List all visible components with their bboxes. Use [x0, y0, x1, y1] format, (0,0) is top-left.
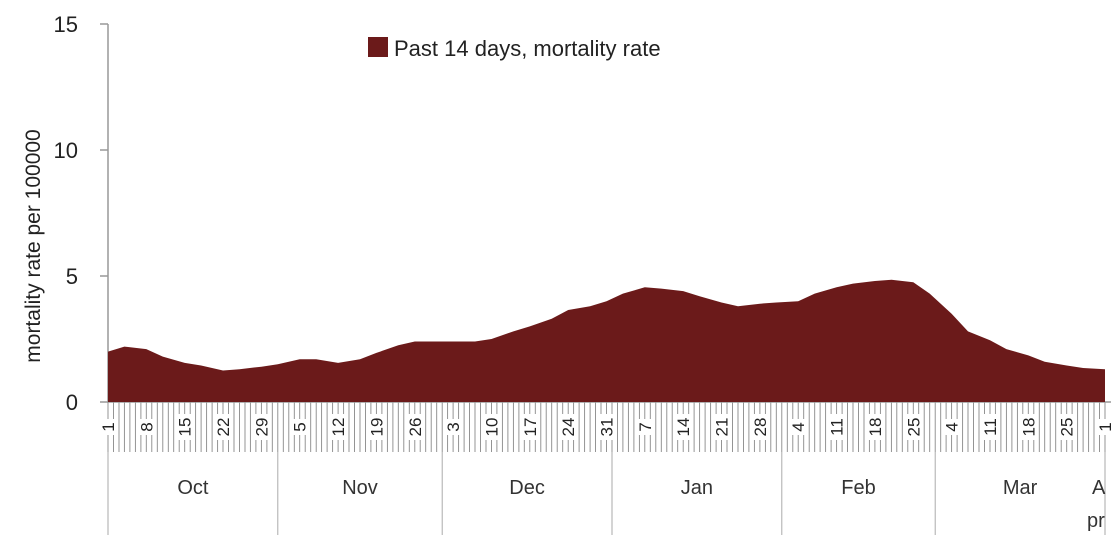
- x-day-label: 15: [176, 418, 195, 437]
- series-layer: [107, 279, 1106, 402]
- x-day-label: 26: [406, 418, 425, 437]
- day-label-bg: [596, 414, 617, 440]
- x-day-label: 29: [252, 418, 271, 437]
- x-axis: 1 8 15 22 29 5 12 19 26 3 10 17 24 31 7 14 21 28 4 11 18 25 4 1…: [98, 401, 1112, 535]
- day-label-bg: [174, 414, 195, 440]
- day-label-bg: [213, 414, 233, 440]
- month-label: Feb: [841, 477, 875, 499]
- day-label-bg: [711, 414, 732, 440]
- x-day-label: 22: [214, 418, 233, 437]
- x-day-label: 18: [866, 418, 885, 437]
- x-day-label: 11: [828, 418, 847, 436]
- day-label-bg: [941, 419, 962, 435]
- day-label-bg: [673, 414, 694, 440]
- day-label-bg: [328, 414, 349, 440]
- month-label: Mar: [1003, 477, 1038, 499]
- day-label-bg: [98, 419, 118, 435]
- x-day-label: 17: [521, 418, 540, 437]
- day-label-bg: [481, 414, 502, 440]
- day-label-bg: [1018, 414, 1039, 440]
- y-tick-label: 0: [66, 390, 78, 415]
- x-day-label: 5: [291, 422, 310, 431]
- day-label-bg: [1095, 419, 1112, 435]
- x-day-label: 4: [943, 422, 962, 431]
- y-axis-title: mortality rate per 100000: [22, 129, 45, 362]
- month-label: A: [1092, 477, 1106, 499]
- x-day-label: 1: [99, 422, 118, 431]
- month-label-continued: pr: [1087, 510, 1105, 532]
- day-label-bg: [749, 414, 770, 440]
- y-axis: 0 5 10 15: [54, 12, 109, 415]
- x-day-label: 18: [1019, 418, 1038, 437]
- month-label: Nov: [342, 477, 378, 499]
- x-day-label: 31: [598, 418, 617, 437]
- legend-label: Past 14 days, mortality rate: [394, 36, 661, 61]
- day-label-bg: [634, 419, 655, 435]
- day-label-bg: [980, 414, 1000, 440]
- x-day-label: 11: [981, 418, 1000, 436]
- y-tick-label: 5: [66, 264, 78, 289]
- month-label: Oct: [177, 477, 209, 499]
- x-day-label: 24: [559, 418, 578, 437]
- month-label: Jan: [681, 477, 713, 499]
- day-label-bg: [404, 414, 425, 440]
- day-label-bg: [903, 414, 924, 440]
- day-label-bg: [788, 419, 809, 435]
- x-day-label: 25: [1058, 418, 1077, 437]
- x-day-label: 19: [367, 418, 386, 437]
- legend: Past 14 days, mortality rate: [368, 36, 661, 61]
- day-label-bg: [1056, 414, 1077, 440]
- x-day-label: 10: [483, 418, 502, 437]
- day-label-bg: [289, 419, 310, 435]
- y-tick-label: 10: [54, 138, 78, 163]
- day-label-bg: [558, 414, 579, 440]
- day-label-bg: [136, 419, 157, 435]
- x-day-label: 7: [636, 422, 655, 431]
- x-day-label: 4: [789, 422, 808, 431]
- day-label-bg: [519, 414, 540, 440]
- x-day-label: 21: [713, 418, 732, 437]
- x-day-label: 12: [329, 418, 348, 437]
- month-label: Dec: [509, 477, 545, 499]
- x-day-label: 25: [904, 418, 923, 437]
- legend-swatch: [368, 37, 388, 57]
- x-day-label: 8: [137, 422, 156, 431]
- x-day-label: 28: [751, 418, 770, 437]
- x-day-label: 3: [444, 422, 463, 431]
- x-day-label: 14: [674, 418, 693, 437]
- series-area: [108, 279, 1105, 402]
- day-label-bg: [366, 414, 387, 440]
- day-label-bg: [251, 414, 272, 440]
- x-day-label: 1: [1096, 422, 1112, 431]
- day-label-bg: [826, 414, 847, 440]
- day-label-bg: [864, 414, 885, 440]
- day-label-bg: [443, 419, 464, 435]
- y-tick-label: 15: [54, 12, 78, 37]
